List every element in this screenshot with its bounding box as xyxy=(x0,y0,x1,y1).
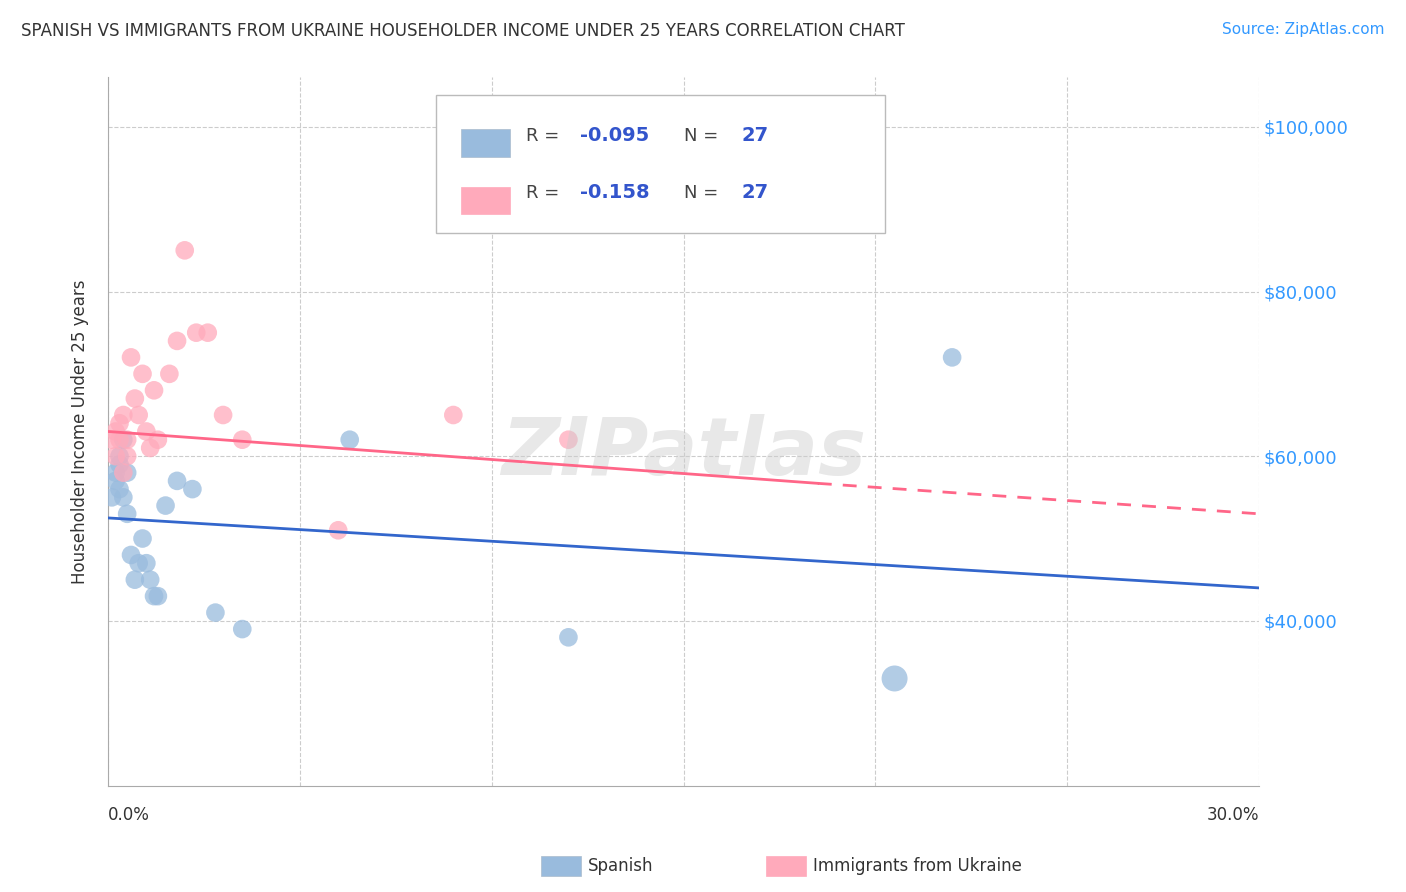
Point xyxy=(124,573,146,587)
Point xyxy=(108,482,131,496)
Point xyxy=(557,433,579,447)
Point xyxy=(157,367,180,381)
Point xyxy=(197,326,219,340)
Point xyxy=(186,326,208,340)
Point xyxy=(231,433,253,447)
Point xyxy=(108,433,131,447)
Point xyxy=(328,523,350,537)
Text: R =: R = xyxy=(526,184,565,202)
FancyBboxPatch shape xyxy=(436,95,884,233)
Point xyxy=(941,351,963,365)
Point xyxy=(104,466,127,480)
Point xyxy=(143,384,166,398)
Point xyxy=(108,458,131,472)
Text: N =: N = xyxy=(683,184,724,202)
Point xyxy=(139,441,162,455)
Text: -0.158: -0.158 xyxy=(579,184,650,202)
Point xyxy=(108,416,131,430)
Point xyxy=(131,532,153,546)
Point xyxy=(108,449,131,463)
Point xyxy=(104,425,127,439)
Point xyxy=(204,606,226,620)
Point xyxy=(101,491,124,505)
Point xyxy=(115,466,138,480)
Point xyxy=(146,433,169,447)
Point xyxy=(135,425,157,439)
Point xyxy=(124,392,146,406)
Text: R =: R = xyxy=(526,127,565,145)
Point xyxy=(115,507,138,521)
Text: SPANISH VS IMMIGRANTS FROM UKRAINE HOUSEHOLDER INCOME UNDER 25 YEARS CORRELATION: SPANISH VS IMMIGRANTS FROM UKRAINE HOUSE… xyxy=(21,22,905,40)
Point xyxy=(883,672,905,686)
Point xyxy=(112,433,135,447)
Point xyxy=(173,244,195,258)
Y-axis label: Householder Income Under 25 years: Householder Income Under 25 years xyxy=(72,279,89,583)
Text: ZIPatlas: ZIPatlas xyxy=(501,414,866,491)
Point xyxy=(115,433,138,447)
Point xyxy=(128,408,150,422)
FancyBboxPatch shape xyxy=(461,186,510,214)
Text: 27: 27 xyxy=(741,184,768,202)
Point xyxy=(115,449,138,463)
Text: Spanish: Spanish xyxy=(588,857,654,875)
Point xyxy=(143,589,166,603)
Point xyxy=(101,433,124,447)
Text: 30.0%: 30.0% xyxy=(1206,806,1260,824)
Point xyxy=(112,408,135,422)
Text: N =: N = xyxy=(683,127,724,145)
Point xyxy=(104,449,127,463)
Point xyxy=(128,556,150,570)
Point xyxy=(155,499,177,513)
Point xyxy=(146,589,169,603)
Text: Immigrants from Ukraine: Immigrants from Ukraine xyxy=(813,857,1022,875)
Point xyxy=(112,491,135,505)
FancyBboxPatch shape xyxy=(461,129,510,157)
Point xyxy=(181,482,204,496)
Text: 27: 27 xyxy=(741,126,768,145)
Point xyxy=(557,630,579,644)
Text: Source: ZipAtlas.com: Source: ZipAtlas.com xyxy=(1222,22,1385,37)
Point xyxy=(441,408,464,422)
Point xyxy=(212,408,235,422)
Text: -0.095: -0.095 xyxy=(579,126,650,145)
Point xyxy=(166,474,188,488)
Text: 0.0%: 0.0% xyxy=(108,806,150,824)
Point xyxy=(120,548,142,562)
Point xyxy=(131,367,153,381)
Point xyxy=(112,466,135,480)
Point xyxy=(166,334,188,348)
Point xyxy=(339,433,361,447)
Point xyxy=(135,556,157,570)
Point xyxy=(120,351,142,365)
Point xyxy=(231,622,253,636)
Point xyxy=(139,573,162,587)
Point xyxy=(104,474,127,488)
